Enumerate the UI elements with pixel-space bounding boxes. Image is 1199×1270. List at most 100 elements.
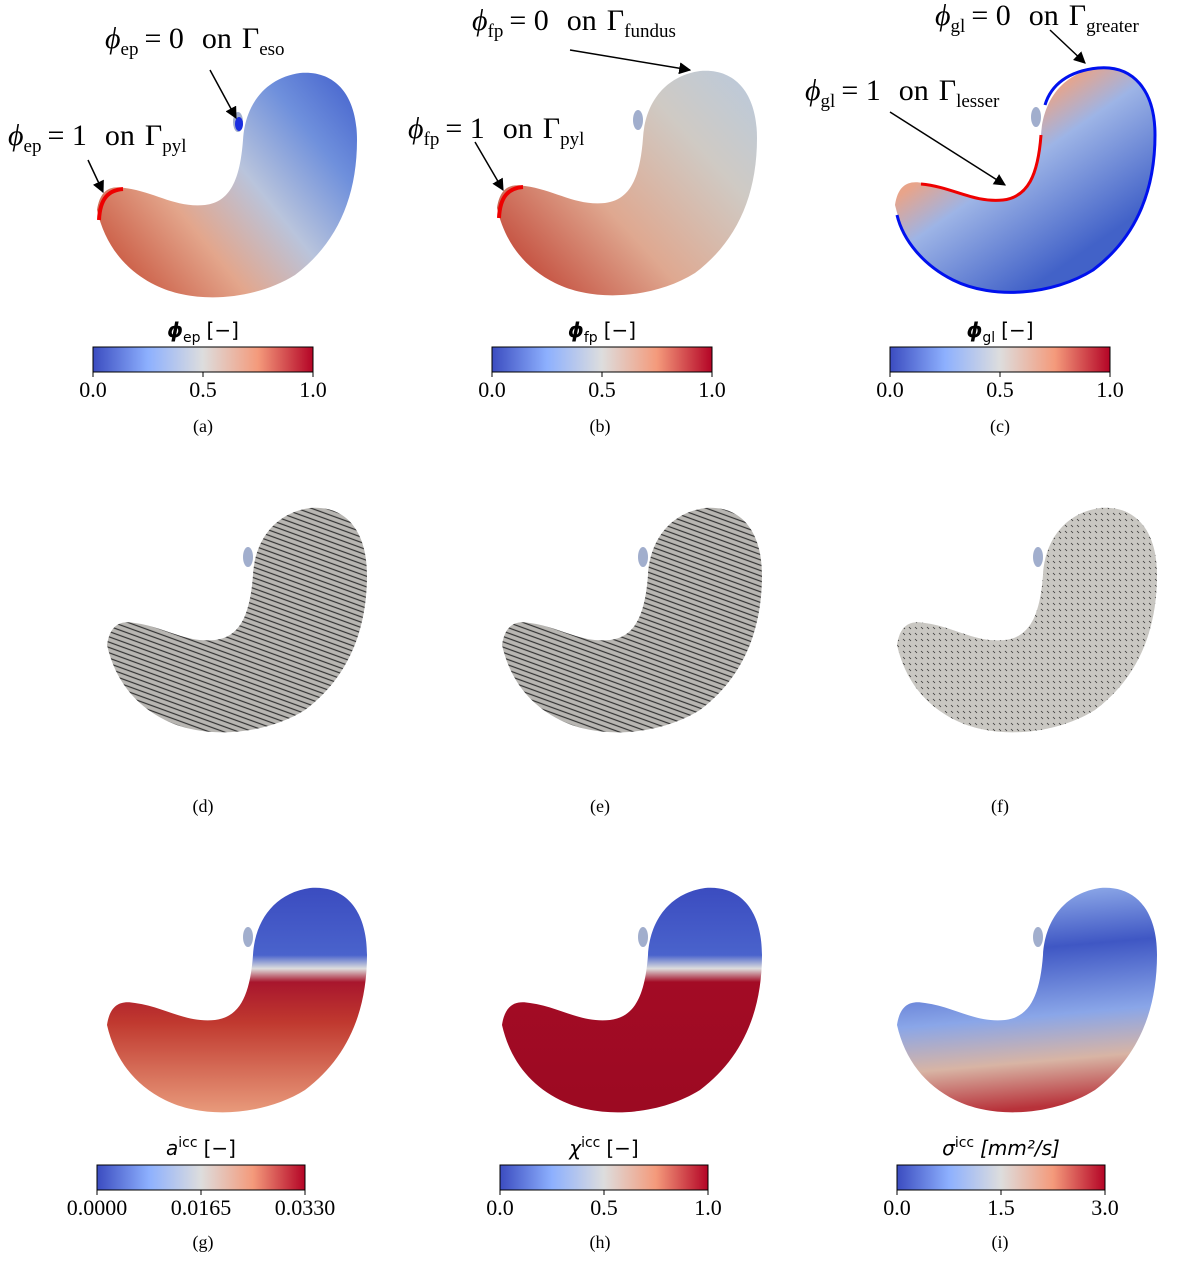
ann-rhs-sub: greater bbox=[1086, 16, 1139, 37]
ann-eq: = 1 bbox=[841, 74, 880, 107]
caption: (e) bbox=[590, 796, 610, 817]
colorbar bbox=[889, 346, 1111, 373]
annotation-arrow bbox=[1049, 29, 1086, 64]
ann-rhs-sub: eso bbox=[259, 39, 284, 60]
pyl-boundary bbox=[97, 187, 124, 221]
annotation: ϕgl = 0 on Γgreater bbox=[935, 0, 1139, 37]
stomach bbox=[97, 72, 357, 298]
colorbar-label: ϕfp [−] bbox=[568, 318, 636, 346]
cb-unit: [−] bbox=[604, 318, 636, 342]
ann-lhs: ϕ bbox=[105, 22, 121, 55]
esophagus-stub bbox=[1031, 107, 1041, 127]
cb-symbol: χ bbox=[568, 1136, 582, 1160]
colorbar-label: ϕep [−] bbox=[167, 318, 239, 346]
colorbar bbox=[92, 346, 314, 373]
lesser-boundary bbox=[920, 134, 1043, 202]
colorbar-tick-label: 1.0 bbox=[694, 1195, 722, 1220]
stomach bbox=[897, 887, 1157, 1113]
ann-rhs: Γ bbox=[543, 112, 560, 145]
colorbar-tick-label: 0.5 bbox=[590, 1195, 618, 1220]
colorbar-tick-label: 0.0 bbox=[883, 1195, 911, 1220]
esophagus-stub bbox=[638, 547, 648, 567]
cb-symbol: ϕ bbox=[568, 318, 584, 342]
colorbar-tick-label: 0.0165 bbox=[171, 1195, 232, 1220]
caption: (h) bbox=[590, 1232, 611, 1253]
stomach-surface bbox=[107, 507, 367, 733]
stomach bbox=[107, 887, 367, 1113]
stomach-surface bbox=[895, 67, 1155, 293]
ann-lhs: ϕ bbox=[472, 4, 488, 37]
ann-eq: = 1 bbox=[445, 112, 484, 145]
stomach-surface bbox=[897, 887, 1157, 1113]
cb-sup: icc bbox=[955, 1135, 974, 1151]
ann-on: on bbox=[202, 22, 232, 55]
colorbar bbox=[491, 346, 713, 373]
annotation-arrow bbox=[889, 111, 1007, 186]
esophagus-stub bbox=[633, 110, 643, 130]
colorbar-tick-label: 1.0 bbox=[698, 377, 726, 402]
pyl-boundary bbox=[497, 185, 524, 219]
stomach-surface bbox=[107, 887, 367, 1113]
stomach bbox=[497, 70, 757, 296]
ann-lhs: ϕ bbox=[408, 112, 424, 145]
ann-on: on bbox=[567, 4, 597, 37]
ann-rhs: Γ bbox=[1069, 0, 1086, 32]
stomach-surface bbox=[97, 72, 357, 298]
stomach bbox=[895, 66, 1157, 294]
stomach-surface bbox=[502, 507, 762, 733]
stomach bbox=[502, 507, 762, 733]
ann-rhs: Γ bbox=[145, 119, 162, 152]
cb-symbol: ϕ bbox=[966, 318, 982, 342]
cb-unit: [−] bbox=[606, 1136, 638, 1160]
ann-lhs-sub: ep bbox=[121, 39, 139, 60]
colorbar-tick-label: 3.0 bbox=[1091, 1195, 1119, 1220]
ann-lhs-sub: gl bbox=[821, 91, 836, 112]
ann-eq: = 0 bbox=[971, 0, 1010, 32]
ann-lhs-sub: fp bbox=[488, 21, 504, 42]
caption: (g) bbox=[193, 1232, 214, 1253]
ann-rhs-sub: lesser bbox=[956, 91, 1000, 112]
cb-sub: ep bbox=[183, 330, 201, 346]
colorbar-tick-label: 0.0000 bbox=[67, 1195, 128, 1220]
colorbar-label: ϕgl [−] bbox=[966, 318, 1033, 346]
ann-eq: = 0 bbox=[144, 22, 183, 55]
cb-unit: [−] bbox=[207, 318, 239, 342]
colorbar-label: σicc [mm²/s] bbox=[942, 1135, 1060, 1160]
greater-boundary bbox=[895, 66, 1157, 294]
esophagus-stub bbox=[1033, 547, 1043, 567]
ann-rhs: Γ bbox=[607, 4, 624, 37]
ann-rhs-sub: pyl bbox=[560, 129, 584, 150]
colorbar-tick-label: 1.0 bbox=[299, 377, 327, 402]
annotation-arrow bbox=[569, 49, 692, 75]
colorbar-tick-label: 0.0 bbox=[486, 1195, 514, 1220]
colorbar bbox=[896, 1164, 1106, 1191]
annotation-arrow bbox=[87, 159, 104, 194]
colorbar bbox=[499, 1164, 709, 1191]
colorbar-tick-label: 1.0 bbox=[1096, 377, 1124, 402]
ann-eq: = 0 bbox=[509, 4, 548, 37]
colorbar-tick-label: 0.5 bbox=[986, 377, 1014, 402]
eso-boundary bbox=[235, 117, 243, 131]
ann-rhs: Γ bbox=[939, 74, 956, 107]
colorbar-tick-label: 0.0 bbox=[79, 377, 107, 402]
annotation: ϕfp = 1 on Γpyl bbox=[408, 112, 584, 150]
colorbar-tick-label: 0.0330 bbox=[275, 1195, 336, 1220]
stomach bbox=[897, 507, 1157, 733]
esophagus-stub bbox=[243, 547, 253, 567]
cb-unit: [mm²/s] bbox=[980, 1136, 1060, 1160]
cb-unit: [−] bbox=[1001, 318, 1033, 342]
esophagus-stub bbox=[1033, 927, 1043, 947]
cb-sub: gl bbox=[982, 330, 995, 346]
cb-sub: fp bbox=[584, 330, 598, 346]
ann-lhs: ϕ bbox=[805, 74, 821, 107]
esophagus-stub bbox=[638, 927, 648, 947]
stomach-surface bbox=[502, 887, 762, 1113]
ann-lhs-sub: gl bbox=[951, 16, 966, 37]
stomach-surface bbox=[497, 70, 757, 296]
ann-on: on bbox=[105, 119, 135, 152]
cb-symbol: σ bbox=[942, 1136, 956, 1160]
ann-eq: = 1 bbox=[47, 119, 86, 152]
annotation: ϕfp = 0 on Γfundus bbox=[472, 4, 676, 42]
caption: (f) bbox=[991, 796, 1009, 817]
annotation: ϕgl = 1 on Γlesser bbox=[805, 74, 1000, 112]
